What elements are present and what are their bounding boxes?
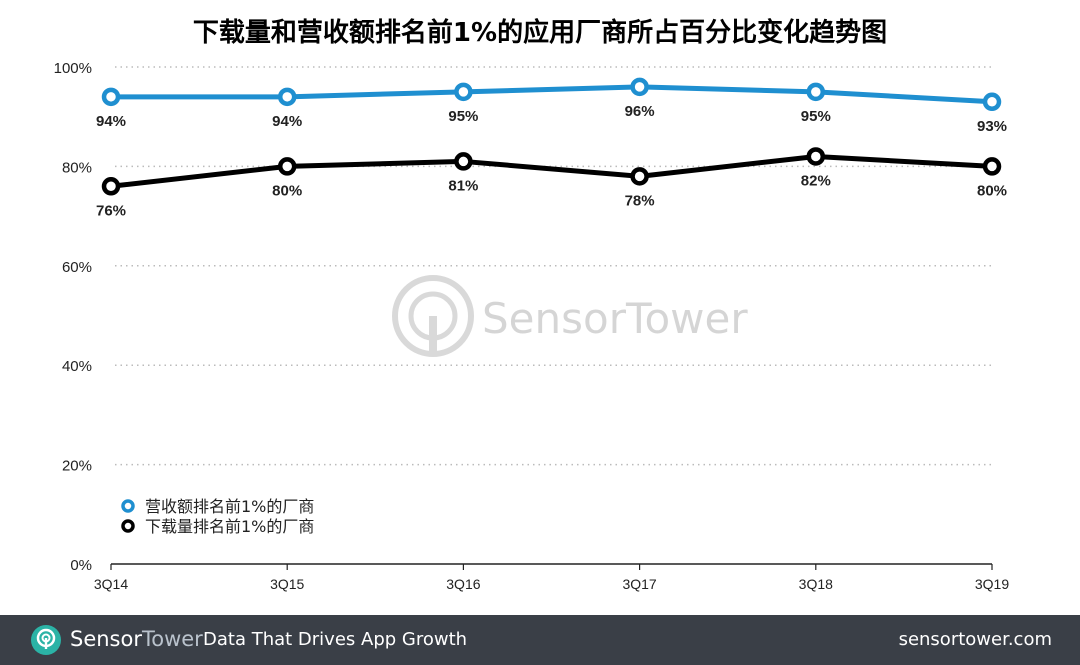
chart-title: 下载量和营收额排名前1%的应用厂商所占百分比变化趋势图 [192, 18, 888, 48]
x-tick-label: 3Q18 [799, 576, 833, 592]
y-tick-label: 80% [62, 159, 92, 176]
data-point [277, 157, 297, 176]
y-tick-label: 100% [54, 60, 92, 77]
x-tick-label: 3Q15 [270, 576, 304, 592]
data-label: 96% [625, 103, 655, 120]
data-label: 94% [96, 113, 126, 130]
data-point [101, 177, 121, 196]
sensortower-logo-icon [31, 625, 61, 655]
data-label: 78% [625, 192, 655, 209]
data-label: 95% [448, 108, 478, 125]
data-point [277, 87, 297, 107]
data-label: 82% [801, 172, 831, 189]
footer-brand: SensorTower [70, 627, 203, 651]
y-tick-label: 60% [62, 259, 92, 276]
data-label: 94% [272, 113, 302, 130]
legend-label: 营收额排名前1%的厂商 [145, 497, 314, 516]
data-label: 81% [448, 177, 478, 194]
data-point [982, 157, 1002, 176]
x-tick-label: 3Q16 [446, 576, 480, 592]
legend-label: 下载量排名前1%的厂商 [145, 517, 314, 536]
footer-tagline: Data That Drives App Growth [203, 629, 468, 650]
x-tick-label: 3Q14 [94, 576, 128, 592]
y-tick-label: 0% [70, 557, 92, 574]
data-point [806, 147, 826, 166]
footer-url[interactable]: sensortower.com [898, 629, 1052, 650]
data-point [806, 82, 826, 102]
data-label: 93% [977, 118, 1007, 135]
data-point [454, 152, 473, 171]
data-point [101, 87, 121, 107]
legend-marker [121, 499, 135, 513]
footer-bar: SensorTower Data That Drives App Growth … [0, 615, 1080, 665]
brand-sensor: Sensor [70, 627, 142, 651]
x-tick-label: 3Q17 [622, 576, 656, 592]
data-label: 80% [977, 182, 1007, 199]
data-point [630, 167, 649, 186]
data-label: 76% [96, 202, 126, 219]
watermark-text: SensorTower [482, 294, 748, 343]
data-label: 80% [272, 182, 302, 199]
x-tick-label: 3Q19 [975, 576, 1009, 592]
data-label: 95% [801, 108, 831, 125]
sensortower-watermark: SensorTower [392, 275, 748, 357]
y-tick-label: 20% [62, 458, 92, 475]
y-tick-label: 40% [62, 358, 92, 375]
data-point [630, 77, 649, 97]
line-chart: SensorTower 0% 20% 40% 60% 80% 100% 3Q14 3Q15 3Q… [54, 60, 1010, 592]
data-point [454, 82, 473, 102]
brand-tower: Tower [141, 627, 203, 651]
legend-marker [121, 519, 135, 533]
series-line [108, 84, 995, 105]
series-line [108, 153, 995, 189]
data-point [982, 92, 1002, 112]
